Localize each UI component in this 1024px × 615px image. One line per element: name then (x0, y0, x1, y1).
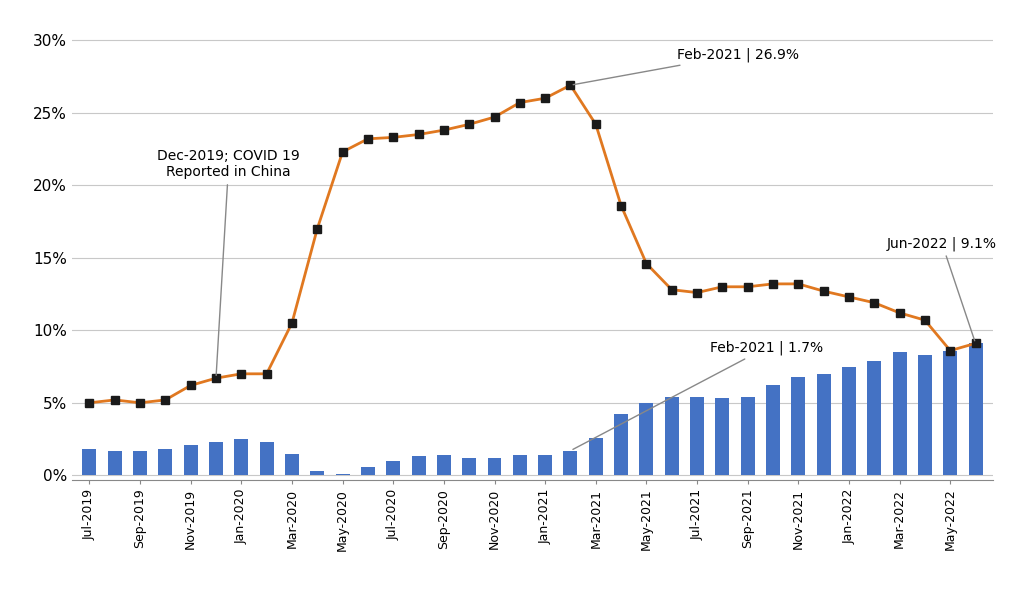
Bar (336, 474, 349, 475)
Bar (234, 439, 248, 475)
Bar (792, 377, 805, 475)
Bar (740, 397, 755, 475)
Bar (614, 415, 628, 475)
Text: Jun-2022 | 9.1%: Jun-2022 | 9.1% (887, 236, 997, 341)
Bar (539, 455, 552, 475)
Bar (209, 442, 223, 475)
Bar (943, 351, 957, 475)
Bar (133, 451, 147, 475)
Bar (108, 451, 122, 475)
Bar (360, 467, 375, 475)
Bar (665, 397, 679, 475)
Text: Feb-2021 | 1.7%: Feb-2021 | 1.7% (572, 341, 823, 450)
Bar (513, 455, 526, 475)
Bar (842, 367, 856, 475)
Bar (716, 399, 729, 475)
Bar (437, 455, 451, 475)
Bar (817, 374, 830, 475)
Bar (589, 438, 603, 475)
Bar (918, 355, 932, 475)
Bar (462, 458, 476, 475)
Bar (285, 454, 299, 475)
Bar (563, 451, 578, 475)
Bar (893, 352, 906, 475)
Bar (487, 458, 502, 475)
Bar (183, 445, 198, 475)
Bar (639, 403, 653, 475)
Bar (412, 456, 426, 475)
Bar (766, 386, 780, 475)
Text: Feb-2021 | 26.9%: Feb-2021 | 26.9% (573, 47, 799, 85)
Bar (83, 449, 96, 475)
Bar (690, 397, 705, 475)
Bar (310, 471, 325, 475)
Bar (386, 461, 400, 475)
Bar (867, 361, 882, 475)
Text: Dec-2019; COVID 19
Reported in China: Dec-2019; COVID 19 Reported in China (158, 149, 300, 375)
Bar (260, 442, 273, 475)
Bar (159, 449, 172, 475)
Bar (969, 343, 982, 475)
